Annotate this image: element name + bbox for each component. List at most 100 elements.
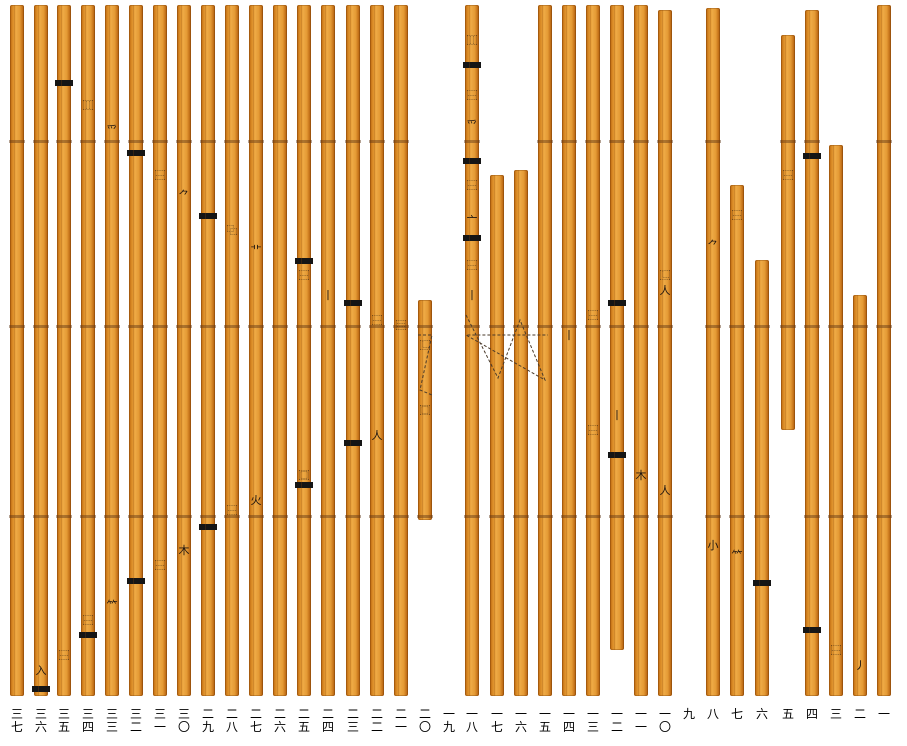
binding-mark	[657, 325, 673, 328]
bamboo-slip: ⼁	[320, 5, 336, 696]
ink-band	[55, 80, 73, 86]
bamboo-slip: ⿻⿱	[224, 5, 240, 696]
ink-band	[199, 213, 217, 219]
binding-mark	[104, 325, 120, 328]
ink-glyph: ⼁	[611, 409, 623, 422]
binding-mark	[489, 325, 505, 328]
bamboo-slip	[876, 5, 892, 696]
bamboo-slip: ⻀⽕	[248, 5, 264, 696]
bamboo-slip: ⿱	[55, 5, 73, 696]
slip-number-label: 一二	[610, 707, 623, 734]
ink-glyph: ⿱	[371, 314, 383, 327]
binding-mark	[393, 515, 409, 518]
binding-mark	[320, 140, 336, 143]
ink-glyph: ⿱	[58, 649, 70, 662]
binding-mark	[176, 140, 192, 143]
binding-mark	[705, 325, 721, 328]
slip-number-label: 一七	[490, 707, 503, 734]
binding-mark	[876, 325, 892, 328]
binding-mark	[248, 325, 264, 328]
bamboo-slip: ⿱⿱	[585, 5, 601, 696]
binding-mark	[80, 140, 96, 143]
ink-band	[753, 580, 771, 586]
ink-band	[79, 632, 97, 638]
binding-mark	[729, 325, 745, 328]
slip-number-label: 一四	[562, 707, 575, 734]
ink-glyph: ⿳	[395, 319, 407, 332]
ink-glyph: ⿱	[466, 179, 478, 192]
binding-mark	[804, 325, 820, 328]
binding-mark	[633, 325, 649, 328]
star-outline-stroke	[464, 314, 548, 382]
binding-mark	[369, 140, 385, 143]
ink-glyph: ⽊	[635, 469, 647, 482]
bamboo-slip: ⿲⿱	[79, 5, 97, 696]
ink-glyph: ⿱	[82, 614, 94, 627]
ink-band	[463, 235, 481, 241]
binding-mark	[609, 325, 625, 328]
slip-number-label: 三二	[129, 707, 142, 734]
ink-glyph: ⿲	[82, 99, 94, 112]
binding-mark	[657, 140, 673, 143]
bamboo-slip: ⿱⺮	[729, 185, 745, 696]
binding-mark	[585, 140, 601, 143]
star-outline-stroke	[418, 334, 433, 396]
binding-mark	[828, 515, 844, 518]
bamboo-slip: ⼁	[561, 5, 577, 696]
binding-mark	[9, 515, 25, 518]
bamboo-slip: ⿺⿴	[417, 300, 433, 520]
slip-number-label: 三一	[153, 707, 166, 734]
binding-mark	[56, 325, 72, 328]
bamboo-slip: 爫⺮	[104, 5, 120, 696]
binding-mark	[393, 325, 409, 328]
slip-number-label: 一六	[514, 707, 527, 734]
binding-mark	[780, 325, 796, 328]
bamboo-slip	[489, 175, 505, 696]
ink-glyph: ⼈	[659, 284, 671, 297]
slip-number-label: 二	[853, 707, 866, 721]
binding-mark	[248, 140, 264, 143]
binding-mark	[176, 515, 192, 518]
slip-number-label: 二五	[297, 707, 310, 734]
ink-glyph: ⼇	[466, 214, 478, 227]
slip-number-label: 二二	[370, 707, 383, 734]
bamboo-slip: ⺈⽊	[176, 5, 192, 696]
binding-mark	[320, 515, 336, 518]
binding-mark	[345, 140, 361, 143]
slip-number-label: 一一	[634, 707, 647, 734]
binding-mark	[705, 140, 721, 143]
slip-number-label: 三〇	[177, 707, 190, 734]
binding-mark	[609, 515, 625, 518]
slip-number-label: 一〇	[658, 707, 671, 734]
ink-glyph: ⺮	[731, 549, 743, 562]
ink-glyph: ⿱	[830, 644, 842, 657]
binding-mark	[585, 325, 601, 328]
ink-glyph: ⼁	[563, 329, 575, 342]
ink-band	[463, 62, 481, 68]
binding-mark	[248, 515, 264, 518]
ink-band	[32, 686, 50, 692]
ink-glyph: ⿺	[659, 269, 671, 282]
binding-mark	[852, 515, 868, 518]
binding-mark	[224, 140, 240, 143]
slip-number-label: 一八	[465, 707, 478, 734]
binding-mark	[33, 515, 49, 518]
ink-band	[608, 452, 626, 458]
bamboo-slip: ⿺⼈⼈	[657, 10, 673, 696]
bamboo-slip: ⿱⼈	[369, 5, 385, 696]
binding-mark	[729, 515, 745, 518]
ink-glyph: ⿱	[298, 269, 310, 282]
binding-mark	[56, 140, 72, 143]
binding-mark	[852, 325, 868, 328]
binding-mark	[152, 515, 168, 518]
binding-mark	[561, 515, 577, 518]
ink-glyph: ⿴	[419, 404, 431, 417]
binding-mark	[56, 515, 72, 518]
ink-glyph: ⼩	[707, 539, 719, 552]
ink-glyph: ⼊	[35, 664, 47, 677]
binding-mark	[152, 325, 168, 328]
ink-glyph: ⿱	[731, 209, 743, 222]
slip-number-label: 三三	[105, 707, 118, 734]
